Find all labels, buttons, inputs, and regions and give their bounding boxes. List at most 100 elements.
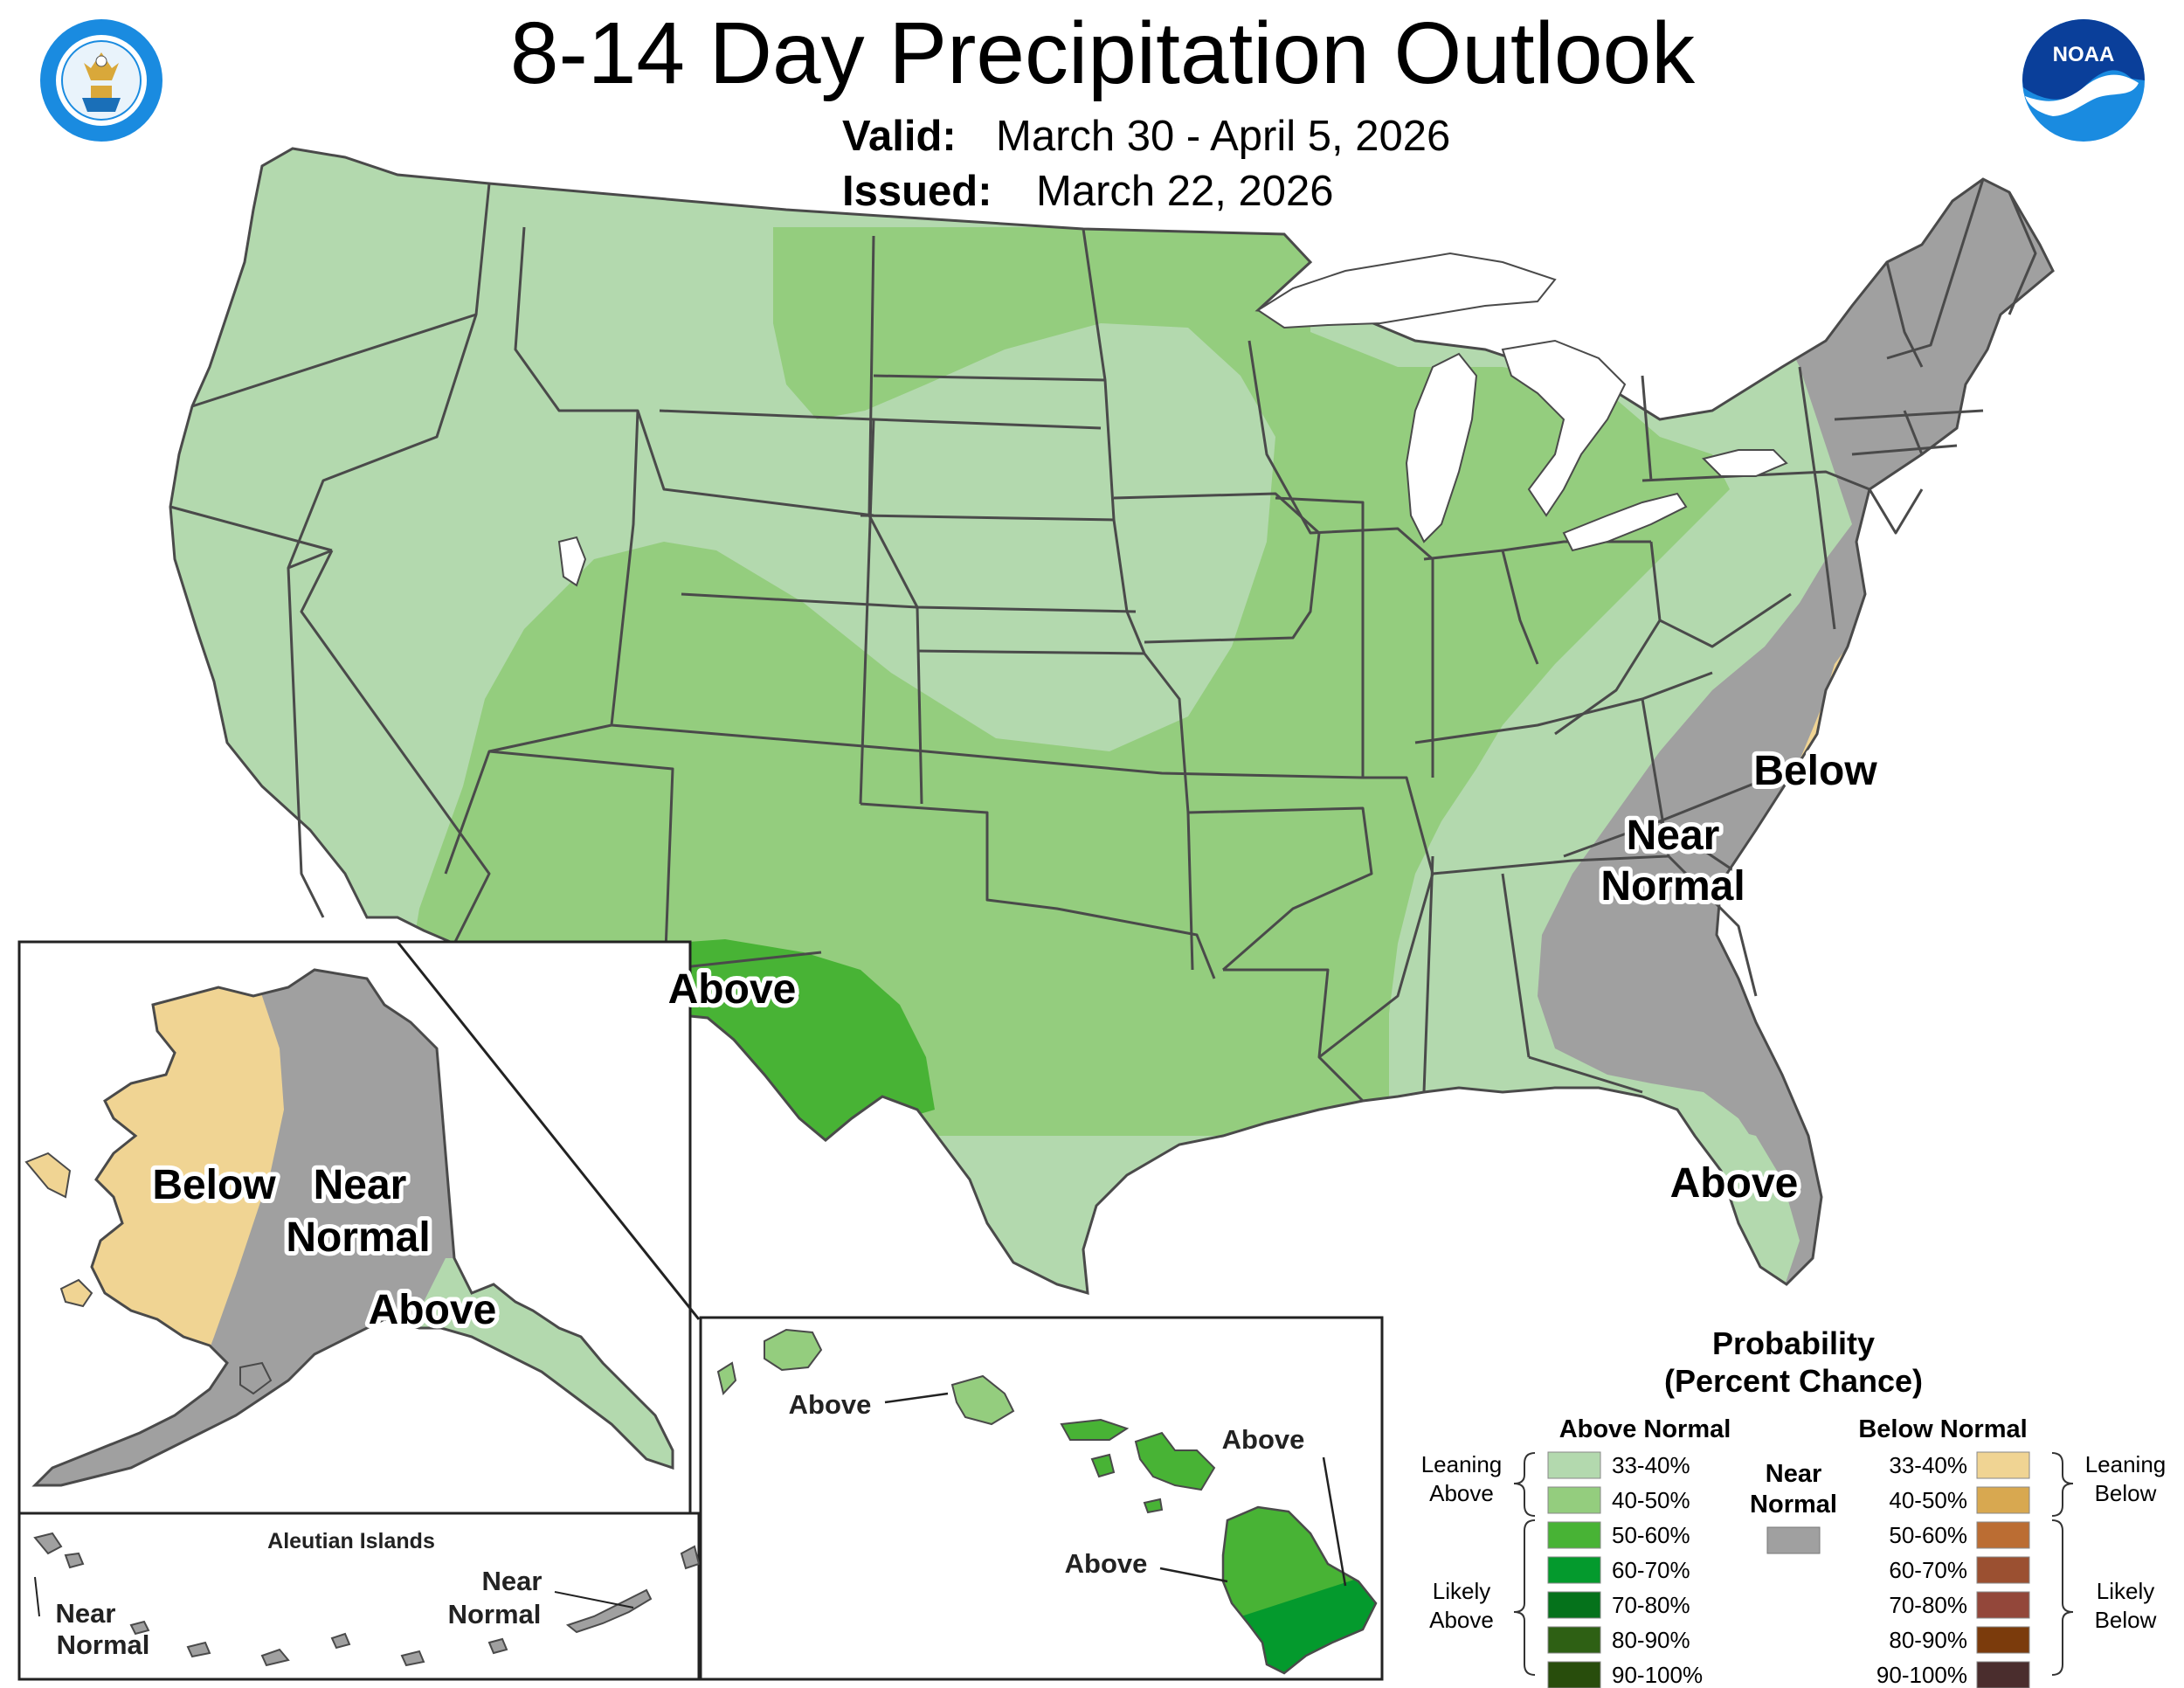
legend-above-range-6: 90-100% [1612,1662,1703,1688]
label-conus-near-2: Normal [1600,863,1745,910]
niihau [716,1361,737,1396]
aleutian-inset [17,1512,701,1681]
legend-above-range-1: 40-50% [1612,1487,1690,1513]
legend-above-swatch-6 [1547,1661,1601,1688]
aleutian-right-pointer [554,1591,634,1608]
map-labels: Above Near Normal Below Above Below Near… [56,744,1883,1660]
legend-title-2: (Percent Chance) [1664,1363,1923,1399]
lake-superior [1256,252,1557,329]
label-florida-above: Above [1670,1160,1799,1207]
legend-above-range-5: 80-90% [1612,1627,1690,1653]
st-lawrence-island [24,1152,72,1199]
legend-above-swatch-5 [1547,1626,1601,1654]
legend-below-range-5: 80-90% [1889,1627,1967,1653]
lanai [1090,1453,1116,1478]
state-boundaries [169,178,2037,1103]
kodiak-island [239,1361,273,1395]
valid-dates: March 30 - April 5, 2026 [996,113,1450,160]
legend-below-swatch-0 [1976,1451,2030,1479]
label-aleutian-right-1: Near [482,1566,543,1596]
label-hawaii-maui: Above [1222,1424,1305,1455]
header: 8-14 Day Precipitation Outlook Valid: Ma… [510,4,1696,215]
legend-below-range-3: 60-70% [1889,1557,1967,1583]
legend-above-range-4: 70-80% [1612,1592,1690,1618]
great-lakes [557,252,1788,587]
aleutian-inset-frame [17,1512,701,1681]
alaska-inset [17,940,701,1515]
legend-below-swatch-5 [1976,1626,2030,1654]
aleutian-islands-shapes [33,1532,701,1667]
oahu [950,1374,1015,1426]
legend-below-range-2: 50-60% [1889,1522,1967,1548]
great-salt-lake [557,536,587,587]
noaa-logo-text: NOAA [2053,43,2115,66]
legend-above-swatch-0 [1547,1451,1601,1479]
page-title: 8-14 Day Precipitation Outlook [510,4,1696,102]
issued-label: Issued: [842,168,992,215]
lake-huron [1501,339,1627,517]
legend-below-range-0: 33-40% [1889,1452,1967,1478]
big-island-pointer [1159,1567,1228,1583]
label-alaska-below: Below [152,1162,276,1208]
molokai [1060,1418,1130,1441]
legend-below-range-4: 70-80% [1889,1592,1967,1618]
legend-likely-below-1: Likely [2097,1578,2154,1604]
legend-above-swatch-1 [1547,1486,1601,1514]
legend-above-swatch-3 [1547,1556,1601,1584]
label-hawaii-oahu: Above [789,1389,872,1420]
maui [1134,1431,1216,1491]
legend-above-range-0: 33-40% [1612,1452,1690,1478]
issued-date: March 22, 2026 [1036,168,1334,215]
aleutian-left-pointer [34,1576,40,1617]
alaska-inset-connector [396,941,701,1320]
label-aleutian-left-1: Near [56,1598,116,1629]
legend-likely-above-2: Above [1429,1607,1494,1633]
legend-leaning-above-2: Above [1429,1480,1494,1506]
hawaii-inset [699,1316,1384,1681]
legend-above-header: Above Normal [1559,1415,1731,1443]
lake-erie [1562,492,1688,552]
legend-below-range-1: 40-50% [1889,1487,1967,1513]
legend-above-rows: 33-40% 40-50% 50-60% 60-70% 70-80% 80-90% 90-1… [1547,1451,1703,1688]
legend-below-swatch-3 [1976,1556,2030,1584]
legend-near-1: Near [1766,1460,1822,1488]
legend-leaning-above-1: Leaning [1421,1451,1503,1477]
label-conus-southwest-above: Above [668,966,797,1013]
legend-above-swatch-2 [1547,1521,1601,1549]
legend-above-range-3: 60-70% [1612,1557,1690,1583]
valid-label: Valid: [842,113,957,160]
kauai [764,1328,823,1372]
label-aleutian-left-2: Normal [57,1629,150,1660]
conus-above-40-50-zone [411,227,1730,1136]
legend-below-swatch-6 [1976,1661,2030,1688]
department-of-commerce-seal-icon [40,19,162,142]
label-alaska-above: Above [369,1287,497,1333]
lake-michigan [1405,352,1478,543]
label-conus-near-1: Near [1627,813,1720,859]
legend-leaning-below-1: Leaning [2085,1451,2167,1477]
label-aleutian-right-2: Normal [448,1599,542,1629]
legend-below-swatch-1 [1976,1486,2030,1514]
legend-above-range-2: 50-60% [1612,1522,1690,1548]
kahoolawe [1143,1498,1164,1514]
legend-above-swatch-4 [1547,1591,1601,1619]
legend-near-normal-swatch [1766,1526,1821,1554]
nunivak-island [59,1278,93,1308]
label-aleutian-title: Aleutian Islands [267,1529,435,1553]
legend-below-rows: 33-40% 40-50% 50-60% 60-70% 70-80% 80-90% 90-1… [1876,1451,2030,1688]
label-hawaii-big-island: Above [1065,1548,1148,1579]
lake-ontario [1702,449,1788,477]
oahu-pointer [884,1392,949,1404]
legend-likely-below-2: Below [2095,1607,2157,1633]
legend-title-1: Probability [1712,1325,1875,1361]
label-conus-below: Below [1753,748,1877,794]
noaa-logo-icon: NOAA [2022,19,2145,142]
legend-below-swatch-4 [1976,1591,2030,1619]
label-alaska-near-2: Normal [286,1214,430,1261]
maui-pointer [1322,1456,1347,1587]
legend-likely-above-1: Likely [1433,1578,1490,1604]
legend-below-range-6: 90-100% [1876,1662,1967,1688]
legend: Probability (Percent Chance) Above Norma… [1421,1325,2167,1688]
legend-below-swatch-2 [1976,1521,2030,1549]
